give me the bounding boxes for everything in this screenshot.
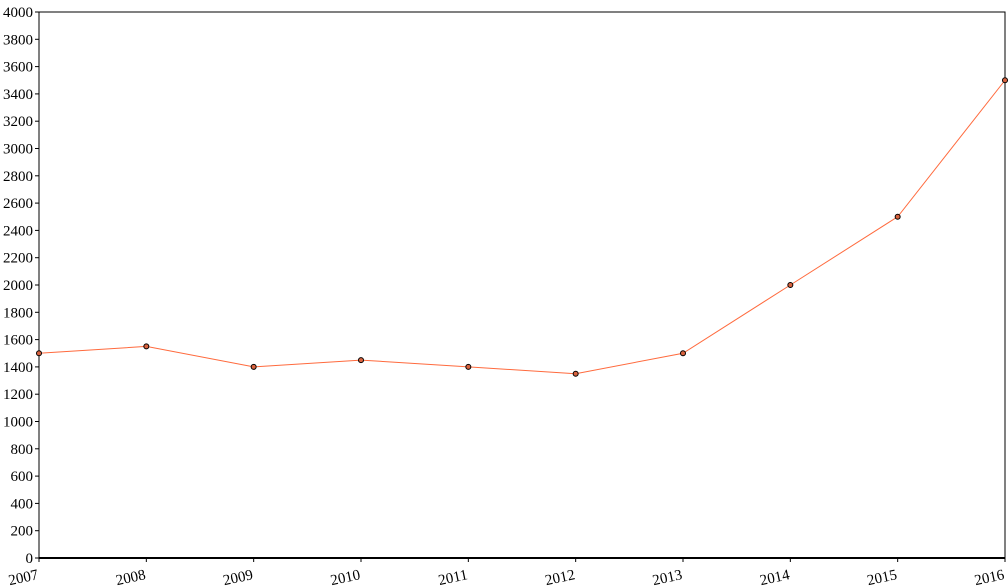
y-tick-label: 1200	[3, 387, 33, 403]
data-point	[358, 357, 364, 364]
x-tick-label: 2013	[651, 567, 684, 587]
y-tick-label: 4000	[3, 5, 33, 21]
y-tick-label: 2200	[3, 251, 33, 267]
x-tick-label: 2008	[114, 567, 147, 587]
y-tick-label: 2000	[3, 278, 33, 294]
x-tick-label: 2010	[329, 567, 362, 587]
x-tick-label: 2007	[7, 567, 40, 587]
y-tick-label: 3600	[3, 60, 33, 76]
y-tick-label: 3800	[3, 32, 33, 48]
plot-frame	[38, 11, 1006, 559]
y-axis: 0 200 400 600 800 1000 1200 1400 1600 1800 2000 220…	[3, 5, 1006, 567]
x-tick-label: 2016	[973, 567, 1006, 587]
y-tick-label: 3200	[3, 114, 33, 130]
data-point	[680, 350, 686, 357]
data-point	[787, 282, 794, 288]
y-tick-label: 1000	[3, 415, 33, 431]
x-tick-label: 2015	[866, 567, 899, 587]
y-tick-label: 2600	[3, 196, 33, 212]
x-tick-label: 2011	[437, 567, 469, 587]
y-tick-label: 1400	[3, 360, 33, 376]
data-point	[572, 370, 579, 377]
x-tick-label: 2014	[758, 567, 791, 587]
y-tick-label: 1600	[3, 333, 33, 349]
data-point	[250, 363, 257, 370]
y-tick-label: 600	[11, 469, 34, 485]
data-point	[36, 350, 42, 357]
y-tick-label: 800	[11, 442, 34, 458]
data-point	[894, 213, 901, 220]
series-line	[38, 79, 1006, 375]
x-tick-label: 2009	[222, 567, 255, 587]
y-tick-label: 200	[11, 524, 34, 540]
data-point	[143, 343, 150, 350]
x-tick-label: 2012	[544, 567, 577, 587]
y-tick-label: 2400	[3, 223, 33, 239]
y-tick-label: 400	[11, 496, 34, 512]
series-1	[36, 77, 1008, 377]
y-tick-label: 0	[26, 551, 34, 567]
y-tick-label: 1800	[3, 305, 33, 321]
x-axis: 2007 2008 2009 2010 2011 2012 2013 2014 2015 2016	[7, 557, 1006, 587]
data-point	[465, 363, 472, 370]
data-point	[1002, 77, 1008, 84]
y-tick-label: 3400	[3, 87, 33, 103]
y-tick-label: 3000	[3, 142, 33, 158]
y-tick-label: 2800	[3, 169, 33, 185]
